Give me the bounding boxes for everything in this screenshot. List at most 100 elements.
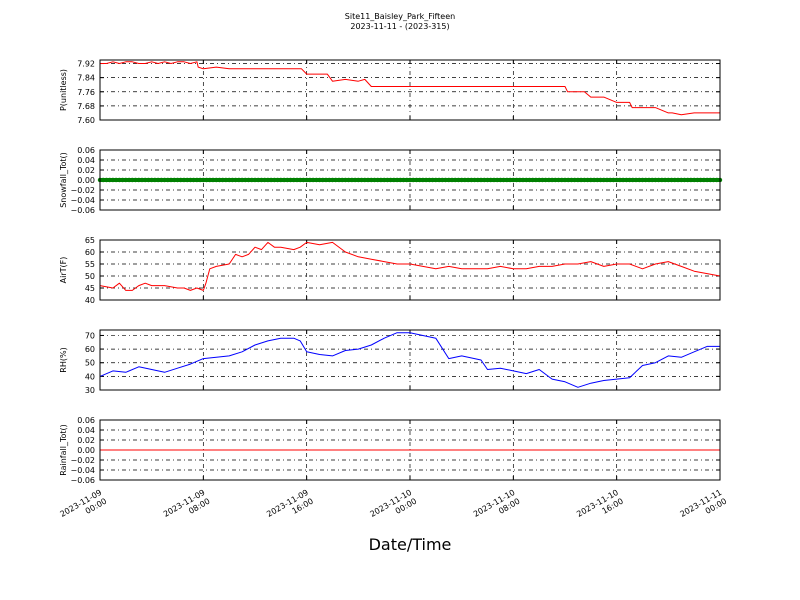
series-marker (546, 177, 552, 183)
series-marker (340, 177, 345, 183)
series-marker (378, 177, 384, 183)
series-marker (620, 177, 626, 183)
y-tick-label: 0.04 (77, 426, 95, 435)
series-marker (627, 177, 632, 183)
series-marker (281, 177, 287, 183)
series-marker (704, 177, 710, 183)
series-marker (582, 177, 587, 183)
y-tick-label: 60 (85, 345, 95, 354)
y-tick-label: 7.68 (77, 102, 95, 111)
series-marker (220, 177, 225, 183)
series-marker (630, 177, 635, 183)
series-marker (685, 177, 690, 183)
series-marker (411, 177, 416, 183)
series-marker (643, 177, 648, 183)
series-marker (227, 177, 232, 183)
series-marker (498, 177, 503, 183)
series-marker (259, 177, 264, 183)
series-marker (155, 177, 161, 183)
x-axis-label: Date/Time (369, 535, 452, 554)
y-tick-label: 50 (85, 272, 95, 281)
series-marker (252, 177, 258, 183)
series-marker (365, 177, 371, 183)
series-marker (382, 177, 387, 183)
series-marker (123, 177, 128, 183)
series-marker (146, 177, 151, 183)
series-marker (172, 177, 177, 183)
series-marker (537, 177, 542, 183)
y-tick-label: 7.76 (77, 88, 95, 97)
series-marker (420, 177, 426, 183)
series-marker (472, 177, 477, 183)
panel-1: 7.60 7.68 7.76 7.84 7.92 P(unitless) (59, 59, 721, 125)
series-marker (453, 177, 458, 183)
series-marker (159, 177, 164, 183)
series-marker (569, 177, 574, 183)
series-marker (201, 177, 206, 183)
series-marker (162, 177, 167, 183)
y-tick-label: −0.06 (70, 476, 95, 485)
series-marker (669, 177, 674, 183)
series-marker (207, 177, 212, 183)
series-marker (650, 177, 655, 183)
y-axis-label: AirT(F) (59, 257, 68, 284)
series-marker (401, 177, 406, 183)
series-marker (485, 177, 490, 183)
series-marker (624, 177, 629, 183)
series-marker (449, 177, 455, 183)
series-marker (113, 177, 119, 183)
y-tick-label: 50 (85, 359, 95, 368)
series-marker (608, 177, 613, 183)
series-marker (679, 177, 684, 183)
series-marker (243, 177, 248, 183)
series-marker (181, 177, 187, 183)
series-marker (417, 177, 422, 183)
series-marker (446, 177, 451, 183)
y-tick-label: 0.06 (77, 146, 95, 155)
series-marker (517, 177, 522, 183)
series-marker (130, 177, 135, 183)
panel-frame (99, 149, 721, 211)
chart-subtitle: 2023-11-11 - (2023-315) (350, 22, 449, 31)
y-tick-label: 30 (85, 386, 95, 395)
y-tick-label: 40 (85, 372, 95, 381)
series-marker (488, 177, 493, 183)
panel-frame (99, 59, 721, 121)
series-marker (236, 177, 242, 183)
series-marker (462, 177, 468, 183)
series-marker (682, 177, 687, 183)
series-marker (369, 177, 374, 183)
y-axis-label: Rainfall_Tot() (59, 424, 68, 476)
series-marker (701, 177, 707, 183)
series-marker (714, 177, 719, 183)
series-marker (152, 177, 158, 183)
series-marker (149, 177, 154, 183)
series-marker (688, 177, 694, 183)
y-tick-label: −0.04 (70, 196, 95, 205)
series-marker (611, 177, 616, 183)
series-marker (110, 177, 116, 183)
panel-5: −0.06−0.04−0.020.000.020.040.06 Rainfall_… (59, 416, 721, 485)
y-tick-label: 60 (85, 248, 95, 257)
series-marker (656, 177, 661, 183)
series-marker (278, 177, 283, 183)
series-marker (301, 177, 306, 183)
series-marker (188, 177, 193, 183)
series-marker (540, 177, 545, 183)
series-marker (585, 177, 590, 183)
series-marker (168, 177, 174, 183)
series-marker (543, 177, 548, 183)
series-marker (320, 177, 325, 183)
series-marker (385, 177, 390, 183)
y-tick-label: 40 (85, 296, 95, 305)
panel-frame (99, 239, 721, 301)
series-marker (692, 177, 697, 183)
series-marker (230, 177, 235, 183)
series-marker (604, 177, 610, 183)
y-tick-label: −0.02 (70, 456, 95, 465)
series-marker (708, 177, 713, 183)
series-marker (233, 177, 238, 183)
